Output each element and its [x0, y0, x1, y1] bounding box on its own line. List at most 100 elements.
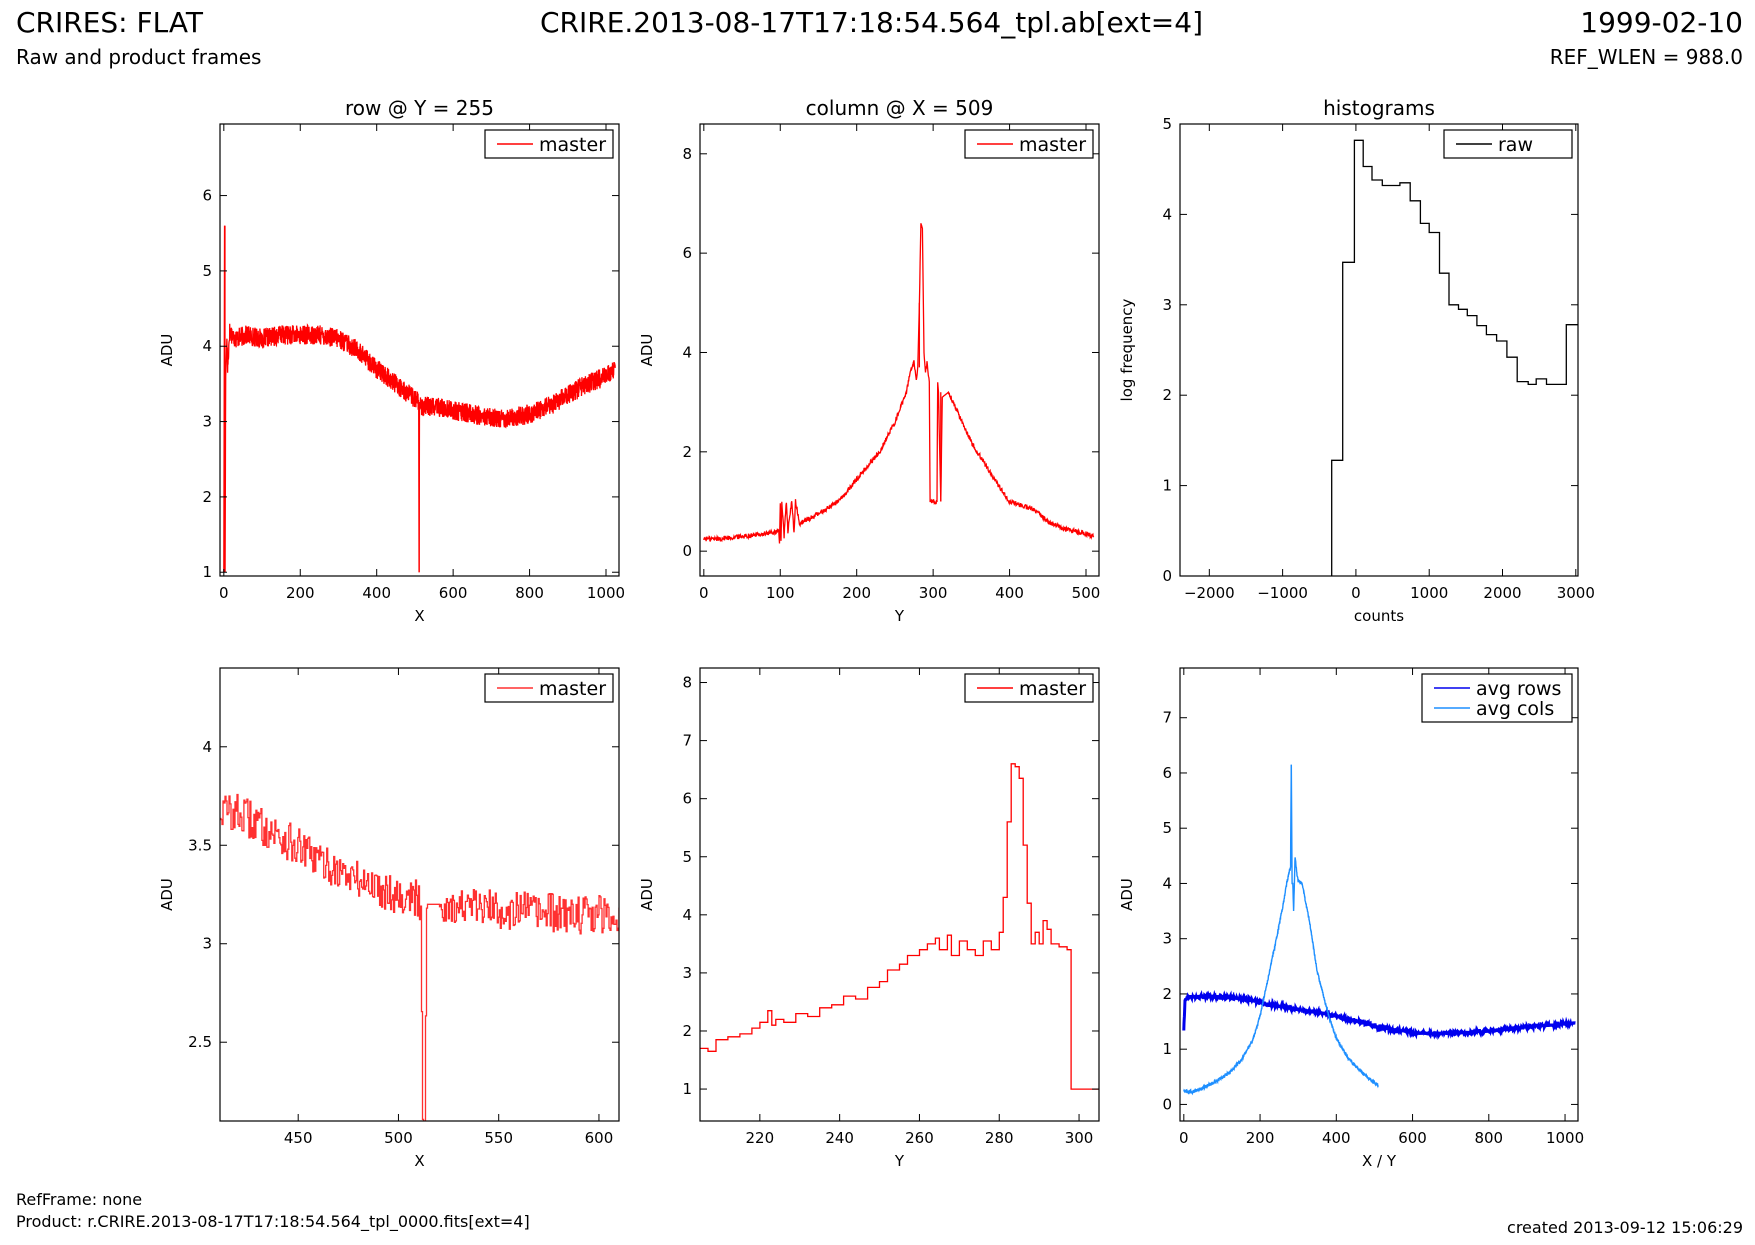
x-tick-label: 600	[439, 584, 468, 602]
y-tick-label: 5	[1162, 115, 1172, 133]
x-tick-label: 450	[284, 1129, 313, 1147]
series-line-avg-cols	[1183, 764, 1379, 1096]
y-tick-label: 0	[682, 542, 692, 560]
y-tick-label: 8	[682, 145, 692, 163]
chart-3: −2000 −1000 0 1000 2000 3000 0 1 2 3 4 5 counts log f…	[1118, 96, 1595, 625]
y-axis-label: ADU	[638, 878, 656, 911]
x-tick-label: 220	[746, 1129, 775, 1147]
y-tick-label: 6	[202, 187, 212, 205]
x-tick-label: 800	[515, 584, 544, 602]
x-tick-label: 550	[484, 1129, 513, 1147]
y-tick-label: 7	[1162, 709, 1172, 727]
plot-frame	[219, 123, 620, 577]
chart-title: histograms	[1323, 96, 1435, 120]
y-tick-label: 0	[1162, 567, 1172, 585]
y-tick-label: 6	[1162, 764, 1172, 782]
plot-frame	[1179, 667, 1579, 1122]
page-title: CRIRES: FLAT	[16, 6, 203, 39]
y-tick-label: 1	[1162, 1040, 1172, 1058]
x-tick-label: 1000	[1410, 584, 1448, 602]
y-tick-label: 1	[682, 1080, 692, 1098]
x-tick-label: 200	[842, 584, 871, 602]
y-tick-label: 7	[682, 732, 692, 750]
plot-frame	[699, 123, 1100, 577]
y-tick-label: 5	[682, 848, 692, 866]
x-axis-label: counts	[1354, 607, 1404, 625]
chart-5: 220 240 260 280 300 1 2 3 4 5 6 7 8 Y ADU master	[638, 667, 1100, 1170]
file-name: CRIRE.2013-08-17T17:18:54.564_tpl.ab[ext…	[540, 6, 1204, 39]
y-axis-label: log frequency	[1118, 298, 1136, 401]
y-tick-label: 3.5	[188, 836, 212, 854]
plot-frame	[699, 667, 1100, 1122]
x-tick-label: 300	[919, 584, 948, 602]
y-tick-label: 3	[202, 413, 212, 431]
y-tick-label: 6	[682, 244, 692, 262]
x-tick-label: 200	[286, 584, 315, 602]
y-tick-label: 1	[202, 563, 212, 581]
y-tick-label: 4	[202, 337, 212, 355]
y-tick-label: 2	[1162, 386, 1172, 404]
x-axis-label: Y	[894, 607, 905, 625]
x-tick-label: −1000	[1257, 584, 1308, 602]
x-tick-label: 3000	[1557, 584, 1595, 602]
y-tick-label: 4	[1162, 205, 1172, 223]
chart-title: row @ Y = 255	[345, 96, 494, 120]
y-tick-label: 2.5	[188, 1033, 212, 1051]
legend-label: raw	[1498, 134, 1533, 156]
legend-label: master	[539, 134, 606, 156]
y-tick-label: 1	[1162, 477, 1172, 495]
chart-4: 450 500 550 600 2.5 3 3.5 4 X ADU master	[158, 667, 620, 1170]
x-tick-label: 200	[1246, 1129, 1275, 1147]
x-tick-label: 240	[825, 1129, 854, 1147]
created-label: created 2013-09-12 15:06:29	[1507, 1218, 1743, 1237]
y-axis-label: ADU	[638, 334, 656, 367]
ref-frame-label: RefFrame: none	[16, 1190, 143, 1209]
y-tick-label: 2	[682, 443, 692, 461]
y-tick-label: 4	[682, 343, 692, 361]
product-label: Product: r.CRIRE.2013-08-17T17:18:54.564…	[16, 1212, 530, 1231]
y-tick-label: 2	[202, 488, 212, 506]
chart-2: 0 100 200 300 400 500 0 2 4 6 8 Y ADU column @ X = 50…	[638, 96, 1100, 625]
x-tick-label: 300	[1065, 1129, 1094, 1147]
x-tick-label: 800	[1474, 1129, 1503, 1147]
series-line-master	[220, 793, 619, 1121]
x-tick-label: 500	[384, 1129, 413, 1147]
x-axis-label: Y	[894, 1152, 905, 1170]
series-line-raw	[1331, 139, 1578, 576]
y-tick-label: 4	[1162, 874, 1172, 892]
legend-label: master	[1019, 678, 1086, 700]
chart-title: column @ X = 509	[806, 96, 994, 120]
chart-1: 0 200 400 600 800 1000 1 2 3 4 5 6 X ADU row @ Y = 255…	[158, 96, 625, 625]
x-tick-label: 0	[1179, 1129, 1189, 1147]
y-axis-label: ADU	[158, 334, 176, 367]
x-tick-label: 400	[362, 584, 391, 602]
x-tick-label: 600	[585, 1129, 614, 1147]
x-axis-label: X / Y	[1362, 1152, 1397, 1170]
series-line-master	[700, 763, 1099, 1090]
x-axis-label: X	[414, 607, 424, 625]
y-tick-label: 3	[1162, 296, 1172, 314]
plot-frame	[219, 667, 620, 1122]
y-tick-label: 5	[202, 262, 212, 280]
y-tick-label: 5	[1162, 819, 1172, 837]
y-tick-label: 4	[202, 738, 212, 756]
y-tick-label: 2	[682, 1022, 692, 1040]
x-tick-label: 2000	[1483, 584, 1521, 602]
legend-label: avg rows	[1476, 678, 1561, 700]
x-axis-label: X	[414, 1152, 424, 1170]
x-tick-label: 280	[985, 1129, 1014, 1147]
plot-frame	[1179, 123, 1579, 577]
x-tick-label: 1000	[1546, 1129, 1584, 1147]
x-tick-label: 400	[995, 584, 1024, 602]
y-tick-label: 3	[202, 935, 212, 953]
ref-wlen-label: REF_WLEN = 988.0	[1549, 45, 1743, 69]
legend-box	[484, 673, 614, 703]
x-tick-label: 260	[905, 1129, 934, 1147]
x-tick-label: 1000	[587, 584, 625, 602]
series-line-master	[223, 225, 616, 573]
y-tick-label: 8	[682, 674, 692, 692]
x-tick-label: 0	[1351, 584, 1361, 602]
y-tick-label: 6	[682, 790, 692, 808]
x-tick-label: 500	[1072, 584, 1101, 602]
